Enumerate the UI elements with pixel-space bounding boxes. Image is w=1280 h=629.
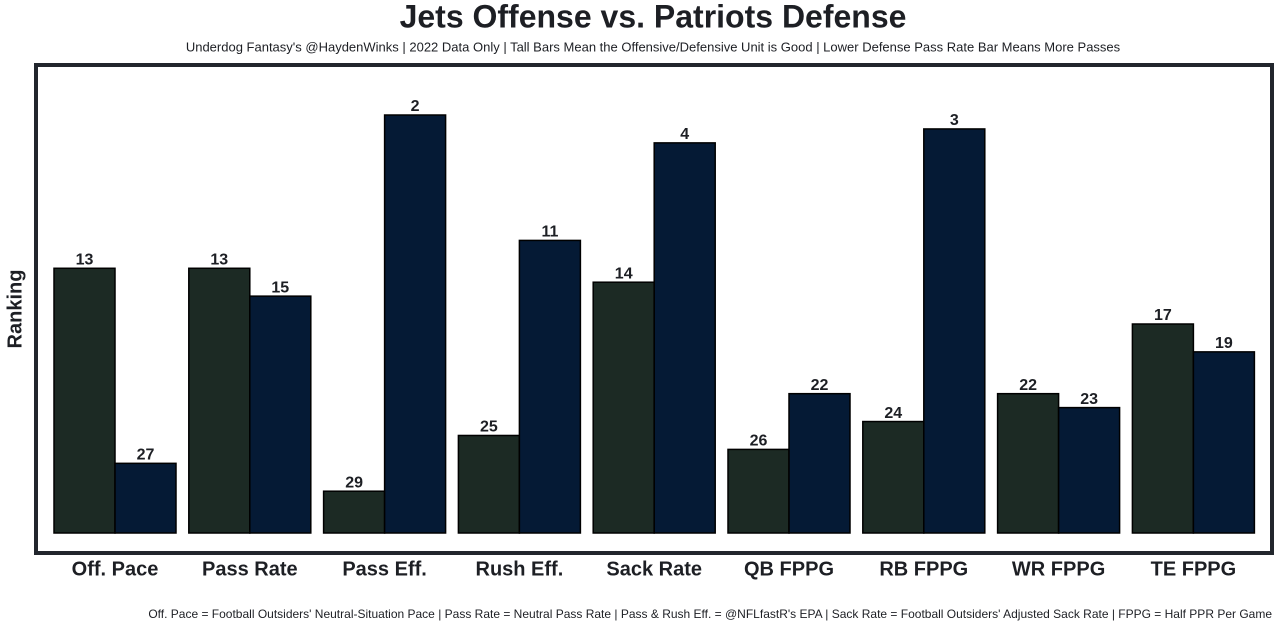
footnote: Off. Pace = Football Outsiders' Neutral-…	[148, 607, 1272, 621]
bar	[188, 267, 251, 534]
bar	[249, 295, 312, 534]
value-label: 19	[1215, 335, 1233, 352]
value-label: 23	[1080, 391, 1098, 408]
bar	[53, 267, 116, 534]
value-label: 3	[950, 112, 959, 129]
x-tick-label: Sack Rate	[606, 558, 702, 580]
bar	[457, 434, 521, 534]
x-tick-label: Rush Eff.	[476, 558, 564, 580]
value-label: 15	[271, 279, 289, 296]
bar	[1057, 406, 1121, 534]
bar	[592, 281, 655, 534]
bar	[653, 142, 716, 534]
x-tick-label: WR FPPG	[1012, 558, 1105, 580]
plot-frame	[34, 63, 1274, 555]
chart-title: Jets Offense vs. Patriots Defense	[400, 0, 907, 34]
value-label: 17	[1154, 307, 1172, 324]
bar	[1192, 351, 1256, 534]
value-label: 27	[137, 447, 155, 464]
bar	[383, 114, 447, 534]
value-label: 26	[750, 433, 768, 450]
value-label: 25	[480, 419, 498, 436]
value-label: 13	[76, 251, 94, 268]
x-tick-label: Pass Eff.	[342, 558, 426, 580]
value-label: 13	[210, 251, 228, 268]
bar	[114, 462, 177, 534]
bar	[996, 392, 1060, 534]
bar	[727, 448, 790, 534]
value-label: 2	[411, 98, 420, 115]
bar	[518, 239, 582, 534]
x-tick-label: Pass Rate	[202, 558, 298, 580]
bar	[923, 128, 986, 534]
chart-subtitle: Underdog Fantasy's @HaydenWinks | 2022 D…	[186, 39, 1121, 54]
value-label: 4	[680, 126, 689, 143]
x-tick-label: Off. Pace	[72, 558, 159, 580]
value-label: 14	[615, 265, 633, 282]
bar	[788, 392, 851, 534]
value-label: 29	[345, 474, 363, 491]
value-label: 24	[884, 405, 902, 422]
bar	[862, 420, 925, 534]
value-label: 22	[1019, 377, 1037, 394]
value-label: 11	[541, 224, 558, 241]
bar	[322, 490, 386, 534]
x-tick-label: RB FPPG	[879, 558, 968, 580]
x-tick-label: TE FPPG	[1151, 558, 1237, 580]
y-axis-label: Ranking	[4, 270, 26, 349]
value-label: 22	[811, 377, 829, 394]
bar	[1131, 323, 1195, 534]
x-tick-label: QB FPPG	[744, 558, 834, 580]
